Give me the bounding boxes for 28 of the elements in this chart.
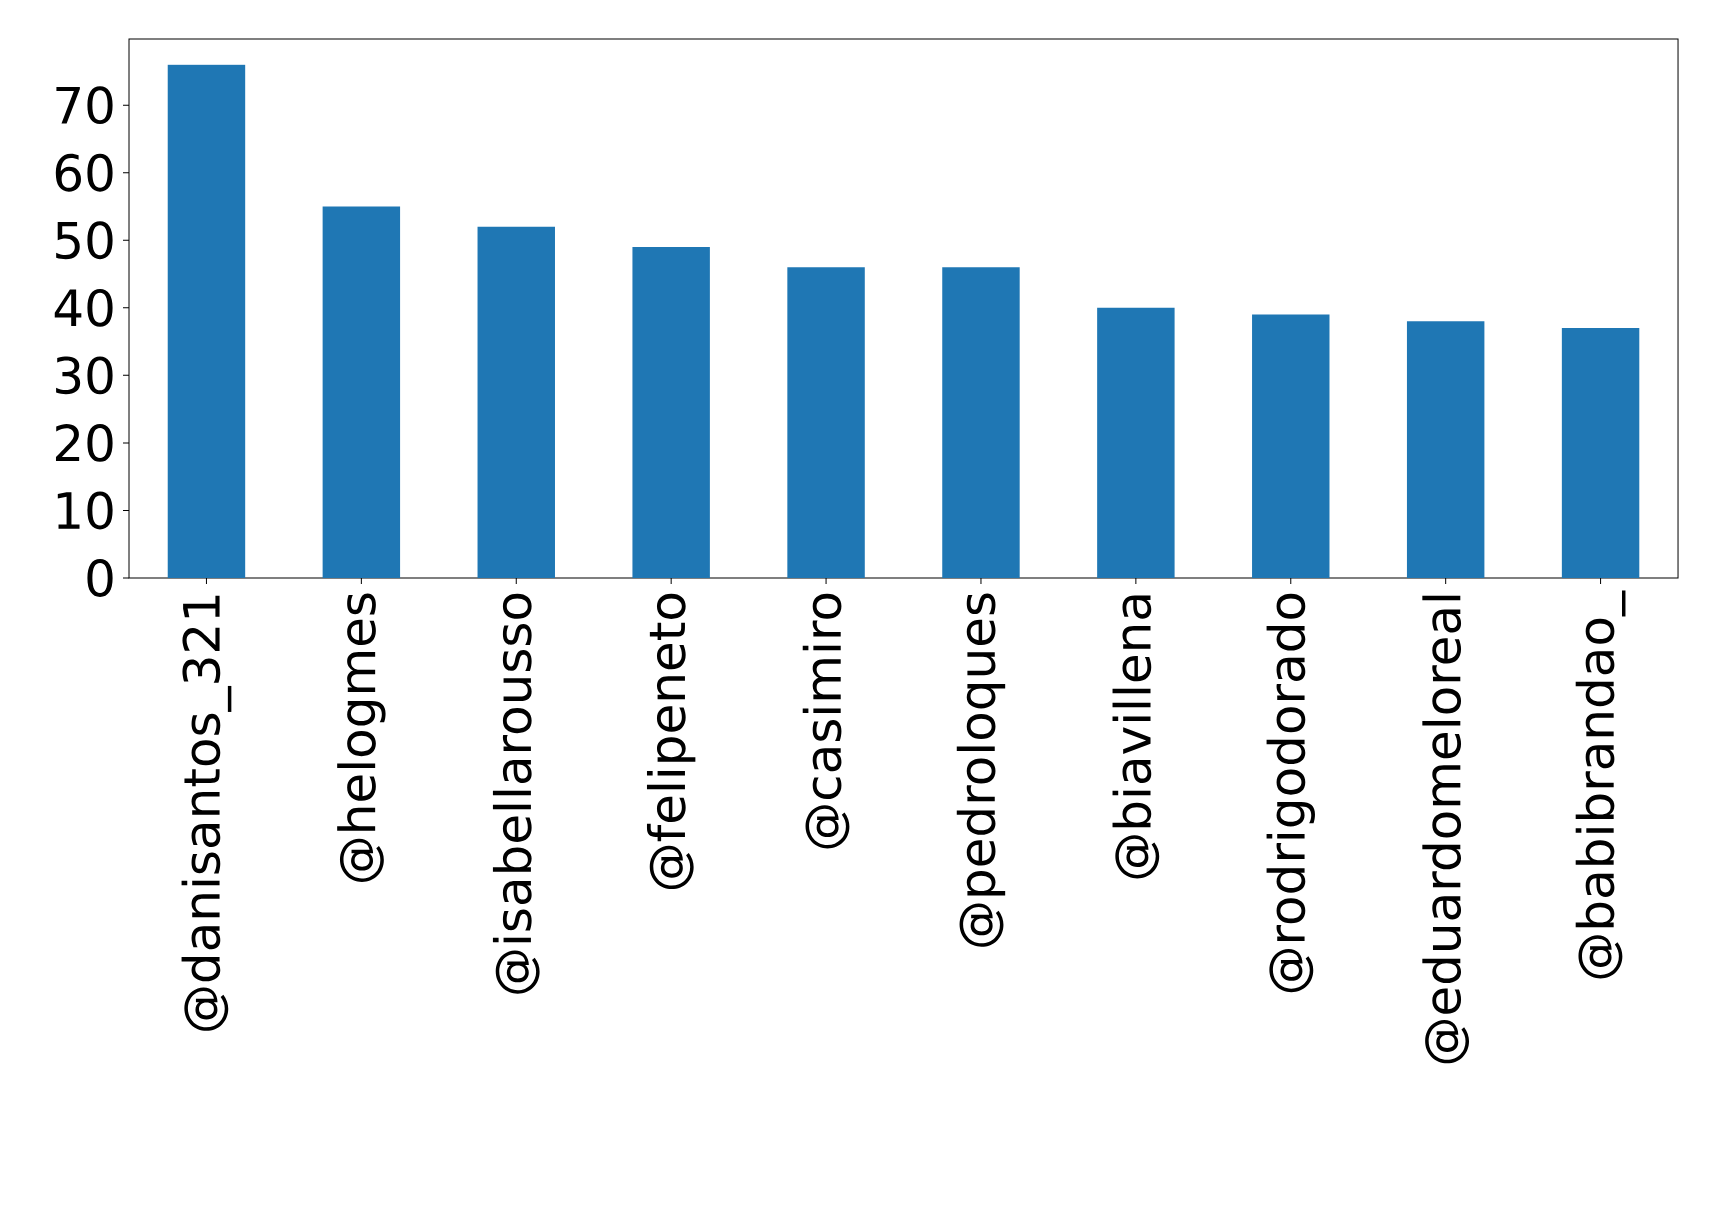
y-tick-label: 70 (56, 86, 113, 125)
bar (1252, 314, 1330, 578)
x-tick-label: @pedroloques (956, 593, 1006, 947)
y-tick-label: 60 (55, 153, 113, 192)
x-tick-label: @babibrandao_ (1575, 590, 1626, 979)
y-tick-label: 0 (87, 559, 113, 597)
x-tick-label: @danisantos_321 (181, 595, 232, 1031)
bar (477, 226, 555, 578)
x-tick-label: @rodrigodorado (1266, 593, 1315, 993)
y-tick-label: 30 (56, 356, 113, 395)
x-tick-label: @helogmes (337, 593, 386, 882)
x-tick-label: @isabellarousso (492, 593, 540, 994)
x-tick-label: @biavillena (1112, 595, 1160, 879)
bar (167, 64, 246, 578)
bar (787, 267, 865, 578)
y-tick-label: 20 (55, 424, 113, 462)
bar (632, 247, 710, 578)
y-tick-label: 40 (54, 288, 113, 327)
bar (322, 206, 401, 578)
bar (942, 267, 1020, 578)
x-tick-label: @casimiro (802, 593, 850, 849)
bar (1561, 328, 1640, 578)
x-tick-label: @felipeneto (646, 593, 696, 890)
y-tick-label: 10 (57, 491, 113, 530)
bar (1406, 321, 1485, 578)
bar (1097, 307, 1175, 578)
y-tick-label: 50 (56, 221, 113, 260)
x-tick-label: @eduardomeloreal (1422, 595, 1470, 1064)
